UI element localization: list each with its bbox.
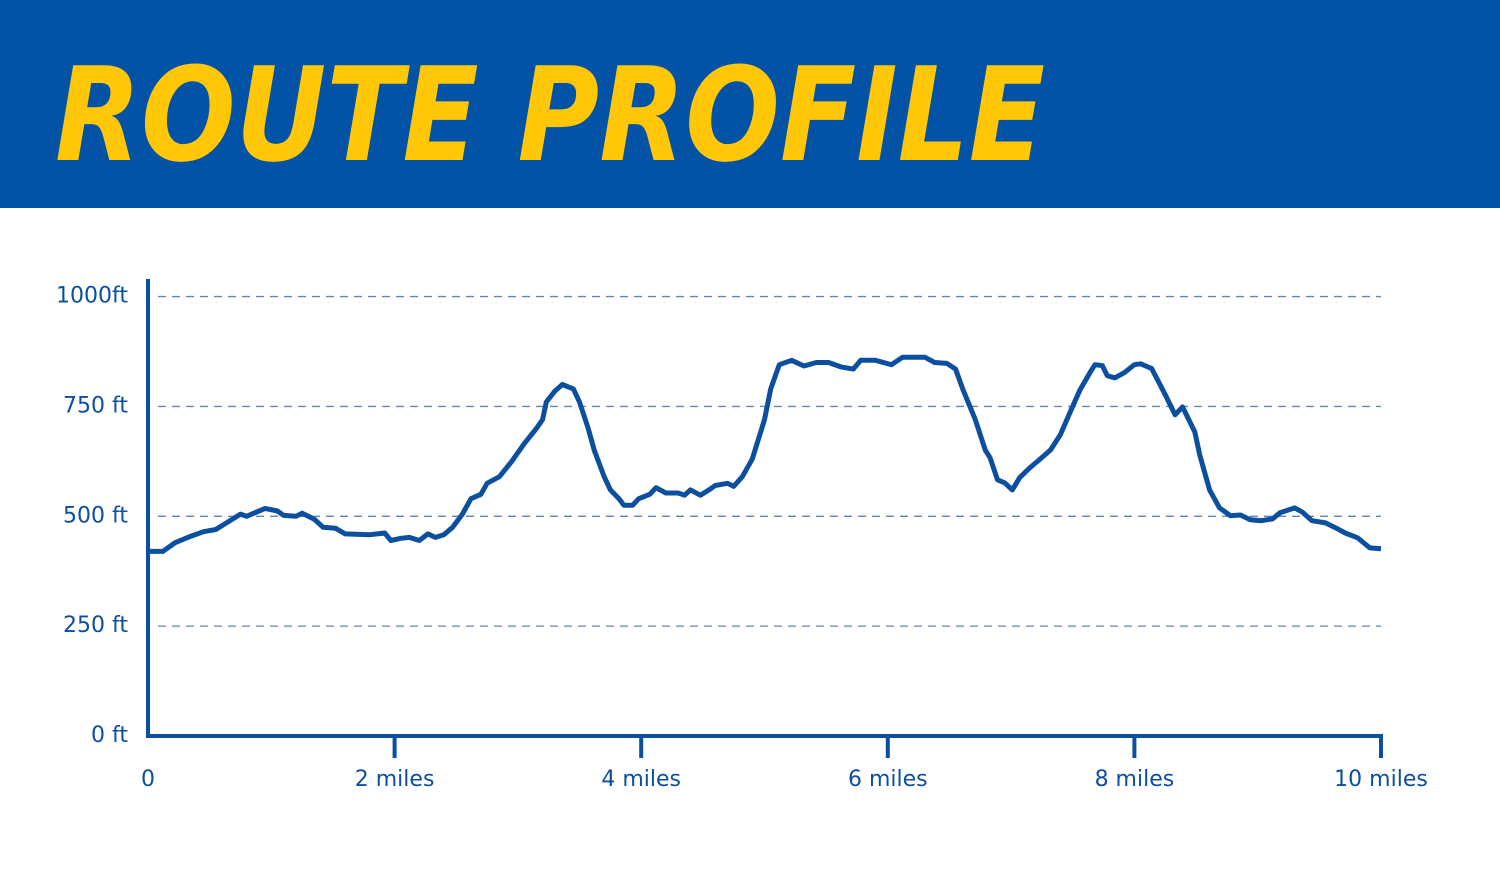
y-tick-label: 750 ft xyxy=(63,393,128,418)
header-band xyxy=(0,0,1500,208)
y-tick-label: 500 ft xyxy=(63,503,128,528)
x-tick-label: 2 miles xyxy=(355,767,435,792)
x-tick-label: 10 miles xyxy=(1334,767,1428,792)
elevation-line xyxy=(148,354,1382,554)
y-tick-label: 0 ft xyxy=(91,723,128,748)
chart-title: ROUTE PROFILE xyxy=(55,39,1045,191)
x-tick-label: 4 miles xyxy=(601,767,681,792)
y-tick-label: 1000ft xyxy=(56,284,128,309)
x-tick-label: 8 miles xyxy=(1095,767,1175,792)
x-tick-label: 0 xyxy=(141,767,155,792)
y-tick-label: 250 ft xyxy=(63,613,128,638)
x-tick-label: 6 miles xyxy=(848,767,928,792)
